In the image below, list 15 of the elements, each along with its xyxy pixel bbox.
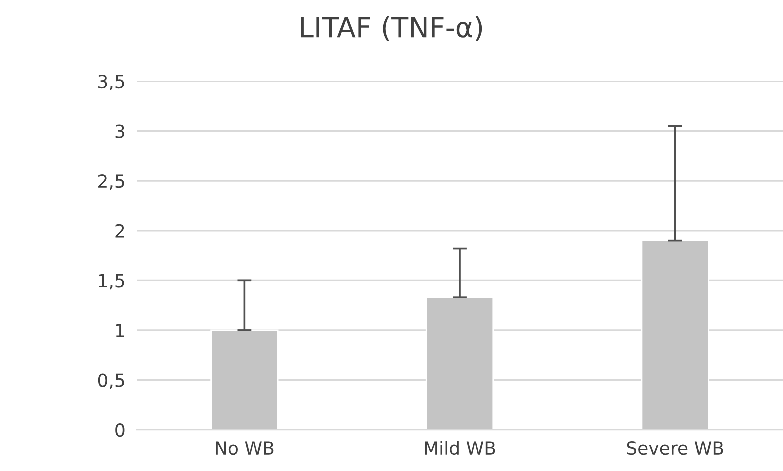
- y-tick-label: 0: [116, 423, 125, 438]
- y-tick-label: 1,5: [99, 274, 124, 290]
- y-tick-label: 1: [116, 324, 124, 338]
- bar: [641, 240, 710, 430]
- x-tick-label: Mild WB: [425, 441, 496, 456]
- y-tick-label: 3,5: [98, 74, 124, 90]
- y-tick-label: 0,5: [98, 374, 124, 390]
- x-tick-label: Severe WB: [627, 441, 724, 456]
- y-tick-label: 2: [116, 224, 124, 238]
- chart-title: LITAF (TNF-α): [301, 16, 482, 42]
- bar: [426, 296, 494, 430]
- x-tick-label: No WB: [216, 442, 274, 456]
- y-tick-label: 3: [116, 124, 124, 138]
- y-tick-label: 2,5: [98, 174, 124, 190]
- bar: [210, 330, 279, 430]
